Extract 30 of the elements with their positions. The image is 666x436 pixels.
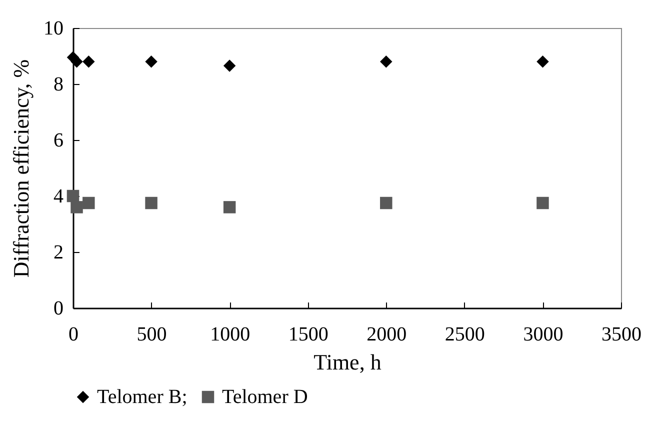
x-tick-label: 2000	[366, 324, 407, 346]
point	[223, 201, 236, 214]
x-axis-title: Time, h	[314, 350, 382, 374]
x-tick-label: 1000	[210, 324, 250, 346]
y-tick-label: 4	[54, 186, 64, 208]
x-tick-label: 0	[68, 324, 78, 346]
point	[536, 196, 549, 210]
point	[70, 201, 83, 214]
x-tick-label: 1500	[288, 324, 328, 346]
point	[82, 196, 95, 210]
point	[380, 55, 392, 68]
y-tick-label: 6	[54, 130, 64, 152]
x-tick-label: 3000	[523, 324, 564, 346]
x-tick-label: 500	[136, 324, 167, 346]
y-axis-title: Diffraction efficiency, %	[8, 59, 34, 278]
x-tick-label: 3500	[602, 324, 642, 346]
point	[145, 196, 158, 210]
point	[536, 55, 549, 68]
y-tick-label: 10	[44, 18, 64, 40]
y-tick-label: 8	[54, 74, 64, 96]
legend-label: Telomer D	[222, 386, 308, 408]
legend-label: Telomer B;	[97, 386, 188, 408]
point	[66, 190, 80, 202]
point	[82, 55, 95, 68]
y-tick-label: 2	[54, 242, 64, 264]
y-tick-label: 0	[54, 298, 64, 320]
point	[145, 55, 158, 68]
point	[380, 196, 392, 210]
point	[223, 60, 236, 72]
x-tick-label: 2500	[444, 324, 485, 346]
